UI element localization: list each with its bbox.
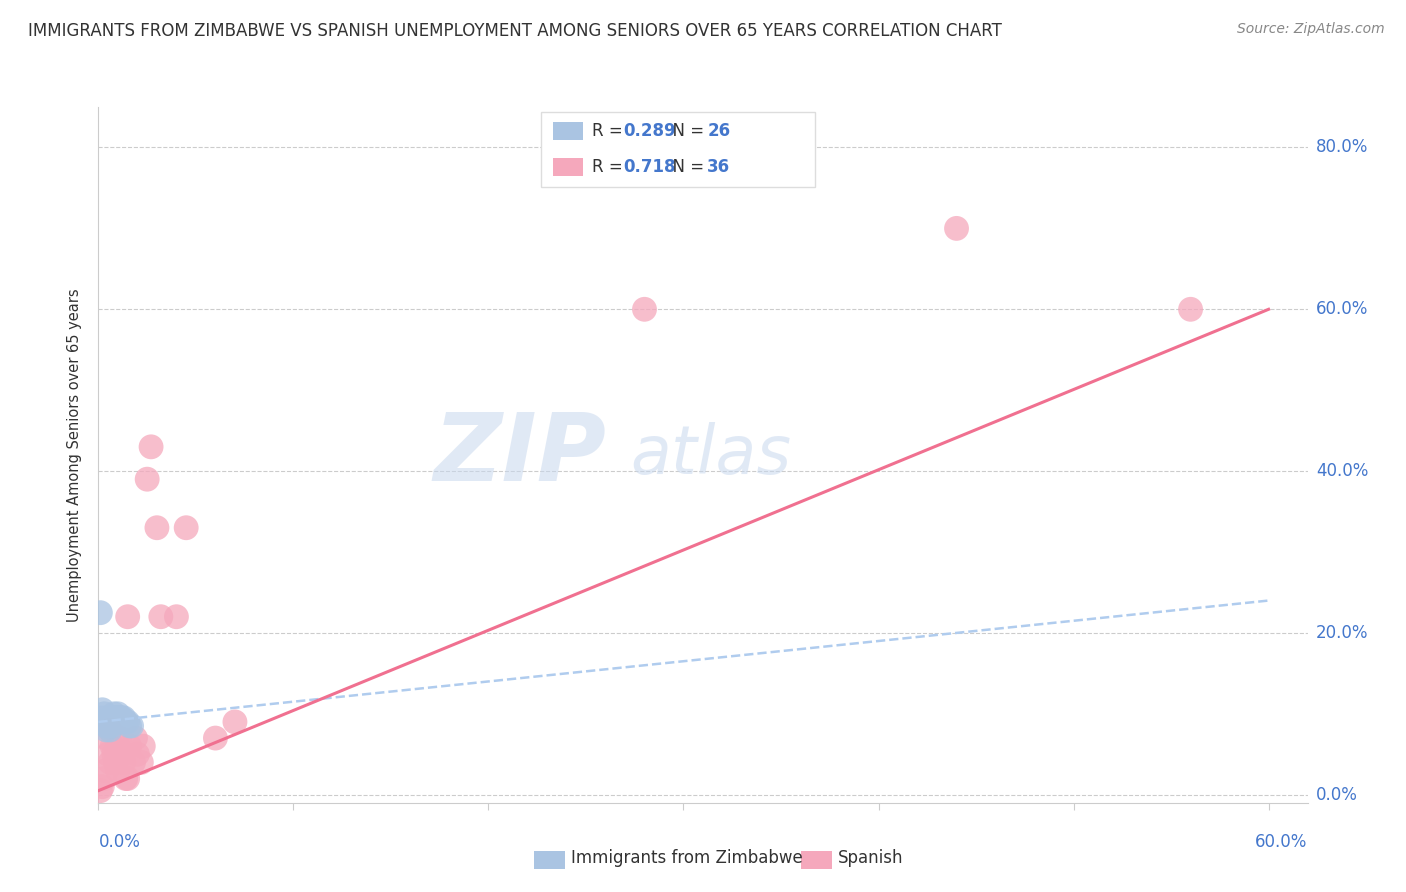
Point — [127, 747, 149, 762]
Point — [112, 711, 135, 725]
Text: R =: R = — [592, 158, 628, 176]
Text: 60.0%: 60.0% — [1256, 833, 1308, 851]
Point — [149, 609, 172, 624]
Point — [107, 764, 129, 778]
Point — [146, 521, 169, 535]
Point — [93, 772, 115, 786]
Point — [103, 747, 125, 762]
Point — [96, 731, 118, 745]
Point — [107, 706, 129, 721]
Text: Spanish: Spanish — [838, 849, 904, 867]
Point — [98, 723, 121, 737]
Text: 20.0%: 20.0% — [1316, 624, 1368, 642]
Point — [117, 714, 139, 729]
Point — [96, 764, 118, 778]
Text: IMMIGRANTS FROM ZIMBABWE VS SPANISH UNEMPLOYMENT AMONG SENIORS OVER 65 YEARS COR: IMMIGRANTS FROM ZIMBABWE VS SPANISH UNEM… — [28, 22, 1002, 40]
Point — [633, 302, 655, 317]
Point — [224, 714, 246, 729]
Point — [124, 731, 146, 745]
Point — [118, 739, 141, 754]
Point — [104, 711, 127, 725]
Point — [103, 706, 125, 721]
Text: 60.0%: 60.0% — [1316, 301, 1368, 318]
Point — [97, 714, 120, 729]
Text: 0.0%: 0.0% — [1316, 786, 1358, 804]
Text: N =: N = — [662, 158, 710, 176]
Point — [114, 714, 136, 729]
Point — [204, 731, 226, 745]
Point — [121, 719, 143, 733]
Point — [96, 723, 118, 737]
Point — [131, 756, 153, 770]
Point — [111, 747, 134, 762]
Point — [107, 739, 129, 754]
Point — [104, 756, 127, 770]
Point — [1180, 302, 1202, 317]
Point — [139, 440, 162, 454]
Point — [91, 780, 114, 794]
Point — [98, 719, 121, 733]
Point — [118, 719, 141, 733]
Point — [101, 714, 124, 729]
Point — [97, 719, 120, 733]
Point — [132, 739, 155, 754]
Text: atlas: atlas — [630, 422, 792, 488]
Y-axis label: Unemployment Among Seniors over 65 years: Unemployment Among Seniors over 65 years — [67, 288, 83, 622]
Point — [114, 772, 136, 786]
Text: 36: 36 — [707, 158, 730, 176]
Point — [96, 719, 118, 733]
Text: 80.0%: 80.0% — [1316, 138, 1368, 156]
Point — [89, 606, 111, 620]
Point — [91, 711, 114, 725]
Text: Immigrants from Zimbabwe: Immigrants from Zimbabwe — [571, 849, 803, 867]
Text: Source: ZipAtlas.com: Source: ZipAtlas.com — [1237, 22, 1385, 37]
Point — [98, 756, 121, 770]
Point — [174, 521, 197, 535]
Point — [111, 711, 134, 725]
Point — [93, 706, 115, 721]
Point — [112, 756, 135, 770]
Point — [111, 714, 134, 729]
Point — [91, 703, 114, 717]
Text: 40.0%: 40.0% — [1316, 462, 1368, 480]
Point — [107, 711, 129, 725]
Text: 0.0%: 0.0% — [98, 833, 141, 851]
Point — [122, 756, 145, 770]
Point — [108, 731, 131, 745]
Text: R =: R = — [592, 122, 628, 140]
Text: 0.718: 0.718 — [623, 158, 675, 176]
Point — [97, 747, 120, 762]
Text: N =: N = — [662, 122, 710, 140]
Point — [103, 711, 125, 725]
Point — [945, 221, 967, 235]
Text: ZIP: ZIP — [433, 409, 606, 501]
Point — [136, 472, 159, 486]
Point — [93, 714, 115, 729]
Point — [98, 723, 121, 737]
Point — [117, 772, 139, 786]
Point — [101, 739, 124, 754]
Text: 26: 26 — [707, 122, 730, 140]
Point — [117, 609, 139, 624]
Point — [89, 783, 111, 797]
Text: 0.289: 0.289 — [623, 122, 675, 140]
Point — [108, 711, 131, 725]
Point — [101, 719, 124, 733]
Point — [165, 609, 187, 624]
